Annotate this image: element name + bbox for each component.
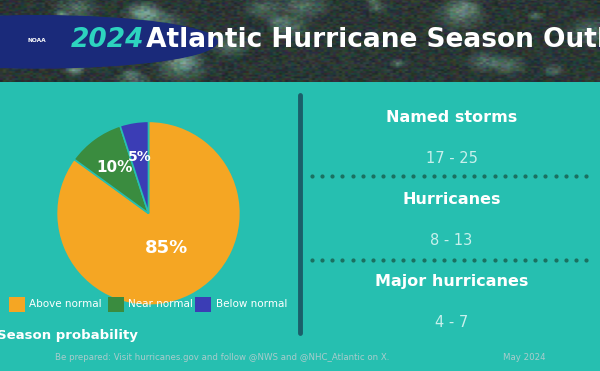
Wedge shape [74,126,149,213]
Text: Season probability: Season probability [0,329,137,342]
Bar [0,82,600,87]
Text: 85%: 85% [145,239,188,257]
Bar [195,297,211,312]
Text: Be prepared: Visit hurricanes.gov and follow @NWS and @NHC_Atlantic on X.: Be prepared: Visit hurricanes.gov and fo… [55,352,389,362]
Text: 4 - 7: 4 - 7 [435,315,468,330]
Text: 2024: 2024 [71,27,145,53]
Wedge shape [120,121,149,213]
Text: NOAA: NOAA [28,37,47,43]
Text: May 2024: May 2024 [503,352,546,362]
Wedge shape [56,121,241,305]
Text: Below normal: Below normal [215,299,287,309]
Text: 17 - 25: 17 - 25 [425,151,478,166]
Text: Hurricanes: Hurricanes [402,192,501,207]
Bar [9,297,25,312]
Text: Above normal: Above normal [29,299,102,309]
Text: 10%: 10% [97,160,133,175]
Text: 8 - 13: 8 - 13 [430,233,473,248]
Circle shape [0,16,217,68]
Text: Atlantic Hurricane Season Outlook: Atlantic Hurricane Season Outlook [137,27,600,53]
Text: Named storms: Named storms [386,111,517,125]
Bar [108,297,124,312]
Text: 5%: 5% [128,150,151,164]
Text: Major hurricanes: Major hurricanes [375,274,528,289]
Text: Near normal: Near normal [128,299,193,309]
